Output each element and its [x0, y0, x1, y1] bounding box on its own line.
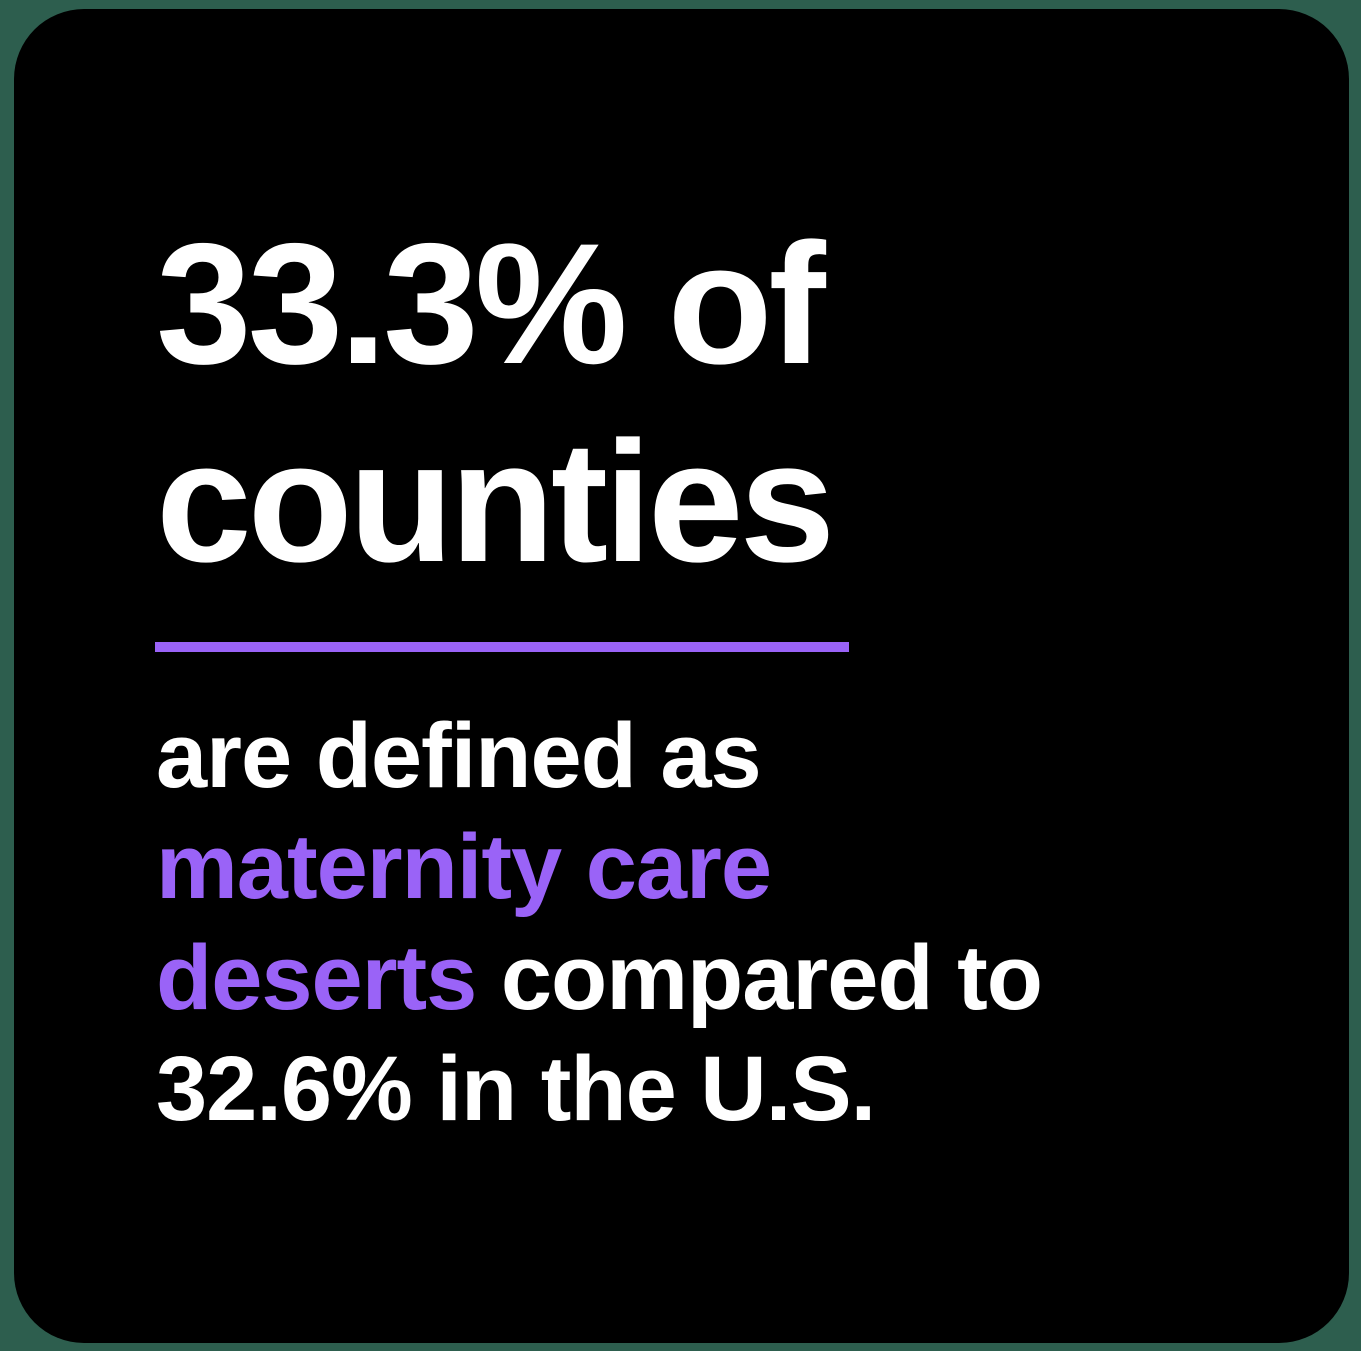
- description-highlight-2: deserts: [156, 927, 477, 1029]
- description-highlight-1: maternity care: [156, 816, 772, 918]
- headline-line-1: 33.3% of: [156, 208, 826, 400]
- headline-line-2: counties: [156, 406, 835, 598]
- description-line-4: 32.6% in the U.S.: [156, 1038, 876, 1140]
- description-line-1: are defined as: [156, 705, 762, 807]
- description-line-3-rest: compared to: [476, 927, 1043, 1029]
- accent-divider: [155, 642, 849, 652]
- description-text: are defined as maternity care deserts co…: [156, 701, 1043, 1145]
- description-line-3: deserts compared to: [156, 923, 1043, 1034]
- headline-stat: 33.3% of counties: [156, 205, 835, 601]
- stat-card: 33.3% of counties are defined as materni…: [14, 9, 1349, 1343]
